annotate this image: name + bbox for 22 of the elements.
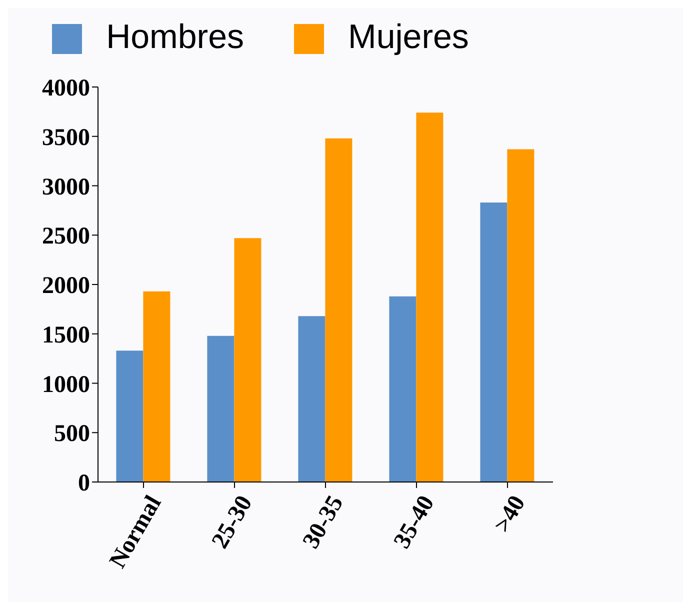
y-tick-label: 500 [54, 421, 90, 448]
bar [325, 138, 352, 482]
bar [389, 296, 416, 482]
bar [234, 238, 262, 482]
bar [116, 350, 144, 482]
bar [480, 202, 508, 482]
bar [207, 336, 234, 482]
legend-label: Mujeres [348, 18, 469, 56]
y-tick-label: 2500 [42, 224, 90, 250]
bar [143, 291, 170, 482]
legend-label: Hombres [106, 18, 244, 56]
y-tick-label: 4000 [42, 76, 90, 102]
y-tick-label: 1000 [42, 372, 90, 398]
bar [507, 149, 534, 482]
bar [416, 112, 444, 482]
y-tick-label: 1500 [42, 322, 90, 348]
y-tick-label: 2000 [42, 273, 90, 300]
x-tick-label: >40 [489, 492, 531, 538]
y-tick-label: 3500 [42, 124, 90, 151]
bar [298, 316, 326, 482]
y-tick-label: 3000 [42, 174, 90, 200]
y-tick-label: 0 [78, 470, 90, 497]
